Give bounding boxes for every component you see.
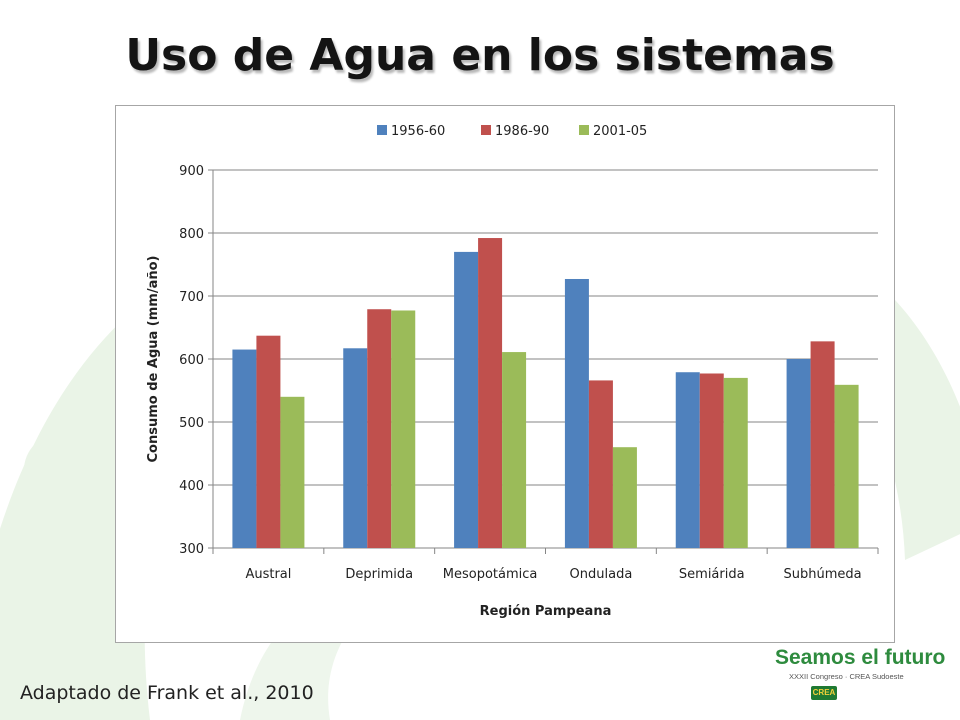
x-tick-label: Austral (245, 567, 291, 582)
chart-area: 300 400 500 600 700 800 900 Austral Deprimida Mes… (115, 105, 895, 643)
legend-label: 1986-90 (495, 124, 549, 139)
bar-2001-05 (723, 377, 748, 548)
y-axis-title: Consumo de Agua (mm/año) (146, 256, 161, 463)
bar-2001-05 (280, 396, 305, 548)
background-swoosh (720, 210, 960, 560)
bar-1956-60 (454, 251, 479, 548)
x-tick-label: Subhúmeda (784, 567, 862, 582)
logo-title: Seamos el futuro (775, 646, 946, 669)
logo-subtitle: XXXII Congreso · CREA Sudoeste (789, 672, 904, 681)
source-citation: Adaptado de Frank et al., 2010 (20, 682, 314, 704)
x-axis-title: Región Pampeana (480, 604, 612, 619)
legend-label: 2001-05 (593, 124, 647, 139)
legend-swatch-2001-05 (579, 125, 589, 135)
y-tick-label: 700 (179, 290, 204, 305)
background-swoosh (0, 210, 380, 720)
legend-label: 1956-60 (391, 124, 445, 139)
bar-1986-90 (256, 335, 281, 548)
bar-2001-05 (834, 384, 859, 548)
bar-2001-05 (502, 352, 527, 548)
bar-1986-90 (588, 380, 613, 548)
x-tick-label: Mesopotámica (443, 567, 538, 582)
bar-1956-60 (786, 359, 811, 548)
legend-swatch-1986-90 (481, 125, 491, 135)
bar-2001-05 (612, 447, 637, 548)
bar-1986-90 (478, 238, 503, 549)
y-tick-label: 400 (179, 479, 204, 494)
y-tick-label: 900 (179, 164, 204, 179)
bar-1956-60 (675, 372, 700, 548)
bar-1986-90 (699, 373, 724, 548)
bar-1956-60 (564, 278, 589, 548)
bar-1956-60 (343, 348, 368, 548)
legend-swatch-1956-60 (377, 125, 387, 135)
x-tick-label: Semiárida (679, 567, 745, 582)
congress-logo: Seamos el futuro XXXII Congreso · CREA S… (775, 646, 945, 710)
bar-1956-60 (232, 349, 257, 548)
y-tick-label: 800 (179, 227, 204, 242)
y-tick-label: 300 (179, 542, 204, 557)
y-tick-label: 500 (179, 416, 204, 431)
background-circle (24, 434, 96, 506)
bar-1986-90 (810, 341, 835, 548)
x-tick-label: Ondulada (570, 567, 633, 582)
y-tick-label: 600 (179, 353, 204, 368)
page-title: Uso de Agua en los sistemas (125, 30, 835, 81)
x-tick-label: Deprimida (345, 567, 413, 582)
bar-2001-05 (391, 310, 416, 548)
bar-1986-90 (367, 309, 392, 548)
bar-chart: 300 400 500 600 700 800 900 Austral Deprimida Mes… (146, 124, 879, 619)
logo-badge: CREA (811, 686, 837, 700)
